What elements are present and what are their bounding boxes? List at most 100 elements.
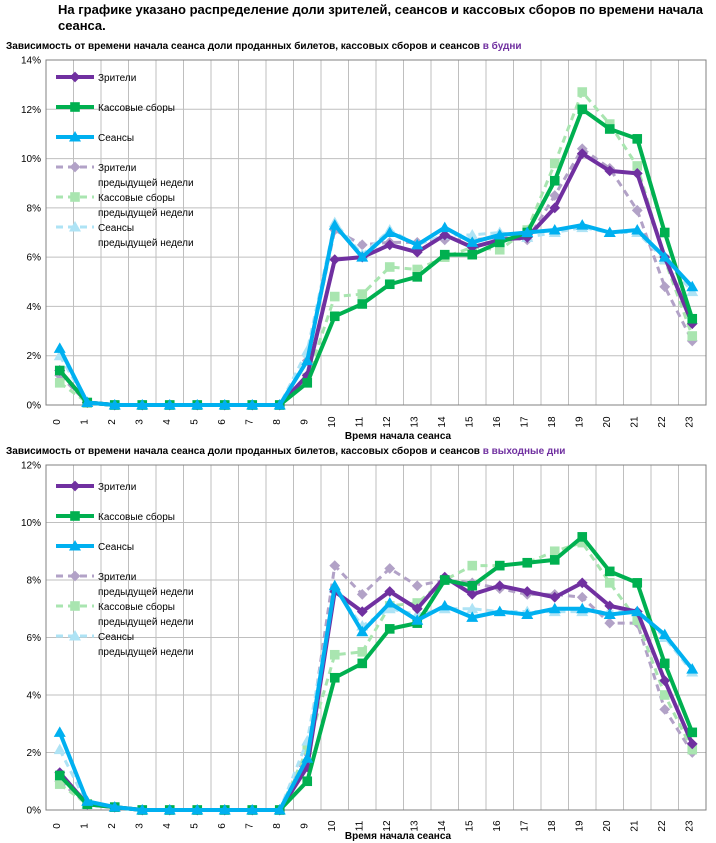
x-axis-label: Время начала сеанса: [345, 431, 452, 442]
data-point: [302, 378, 313, 388]
data-point: [631, 224, 644, 235]
data-point: [81, 795, 94, 806]
data-point: [357, 289, 368, 299]
data-point: [494, 244, 505, 255]
y-tick-label: 10%: [21, 518, 41, 529]
data-point: [328, 579, 341, 591]
x-tick-label: 16: [492, 416, 503, 428]
legend-item: Зрители: [56, 480, 136, 493]
data-point: [246, 399, 259, 410]
data-point: [411, 246, 423, 258]
data-point: [522, 557, 533, 568]
data-point: [548, 224, 561, 235]
data-point: [329, 672, 340, 683]
x-tick-label: 14: [437, 820, 448, 832]
y-tick-label: 8%: [27, 576, 42, 587]
data-point: [163, 804, 176, 815]
data-point: [466, 611, 479, 622]
data-point: [246, 804, 259, 815]
data-point: [659, 227, 670, 238]
data-point: [384, 279, 395, 290]
data-point: [356, 588, 368, 600]
data-point: [659, 658, 670, 669]
legend-label: предыдущей недели: [98, 238, 194, 249]
data-point: [577, 532, 588, 542]
data-point: [493, 228, 506, 240]
x-tick-label: 17: [519, 820, 530, 832]
data-point: [411, 614, 424, 625]
data-point: [549, 175, 560, 186]
data-point: [439, 229, 451, 241]
data-point: [53, 342, 66, 353]
legend-label: Кассовые сборы: [98, 192, 175, 204]
data-point: [604, 578, 615, 588]
data-point: [384, 563, 396, 574]
data-point: [604, 119, 615, 129]
chart-1-title: Зависимость от времени начала сеанса дол…: [6, 41, 522, 52]
x-axis-label: Время начала сеанса: [345, 831, 452, 842]
x-tick-label: 13: [409, 820, 420, 832]
legend-item: Кассовые сборы предыдущей недели: [56, 601, 194, 628]
x-tick-label: 13: [409, 416, 420, 428]
data-point: [548, 602, 561, 614]
data-point: [53, 743, 66, 755]
data-point: [467, 580, 478, 591]
y-tick-label: 10%: [21, 154, 41, 165]
data-point: [438, 599, 451, 611]
data-point: [439, 575, 450, 585]
data-point: [604, 617, 616, 629]
x-tick-label: 11: [354, 416, 365, 427]
data-point: [631, 605, 644, 617]
x-tick-label: 6: [217, 419, 228, 425]
x-tick-label: 18: [547, 820, 558, 832]
data-point: [576, 219, 589, 230]
legend-marker: [69, 221, 81, 232]
data-point: [577, 87, 588, 97]
data-point: [329, 291, 340, 302]
data-point: [603, 608, 616, 619]
data-point: [466, 241, 478, 253]
data-point: [658, 251, 671, 262]
data-point: [467, 560, 478, 571]
data-point: [686, 738, 698, 750]
data-point: [632, 161, 643, 171]
legend-item: Кассовые сборы предыдущей недели: [56, 192, 194, 219]
data-point: [604, 600, 616, 612]
legend-marker: [69, 131, 81, 142]
x-tick-label: 1: [79, 823, 90, 829]
data-point: [54, 365, 65, 376]
data-point: [577, 537, 588, 548]
data-point: [632, 615, 643, 626]
data-point: [466, 236, 479, 247]
data-point: [301, 354, 314, 366]
data-point: [412, 264, 423, 275]
data-point: [576, 148, 588, 160]
data-point: [54, 770, 65, 781]
legend-item: Сеансы предыдущей недели: [56, 221, 194, 249]
data-point: [218, 399, 231, 410]
legend-item: Кассовые сборы: [56, 102, 175, 114]
y-tick-label: 6%: [27, 253, 42, 264]
legend-marker: [70, 102, 80, 112]
x-tick-label: 20: [602, 416, 613, 428]
data-point: [631, 204, 643, 216]
data-point: [328, 219, 341, 230]
data-point: [493, 605, 506, 617]
data-point: [549, 202, 561, 214]
x-tick-label: 5: [189, 419, 200, 425]
data-point: [521, 232, 533, 243]
data-point: [329, 254, 341, 266]
x-tick-label: 2: [107, 419, 118, 425]
x-tick-label: 12: [382, 416, 393, 428]
data-point: [108, 801, 121, 812]
x-tick-label: 4: [162, 419, 173, 425]
page-title: На графике указано распределение доли зр…: [58, 2, 703, 33]
x-tick-label: 10: [327, 416, 338, 428]
legend-label: Кассовые сборы: [98, 102, 175, 114]
x-tick-label: 8: [272, 823, 283, 829]
y-tick-label: 0%: [27, 401, 42, 412]
data-point: [136, 804, 149, 815]
data-point: [108, 399, 121, 410]
x-tick-label: 21: [629, 820, 640, 832]
data-point: [466, 228, 479, 240]
